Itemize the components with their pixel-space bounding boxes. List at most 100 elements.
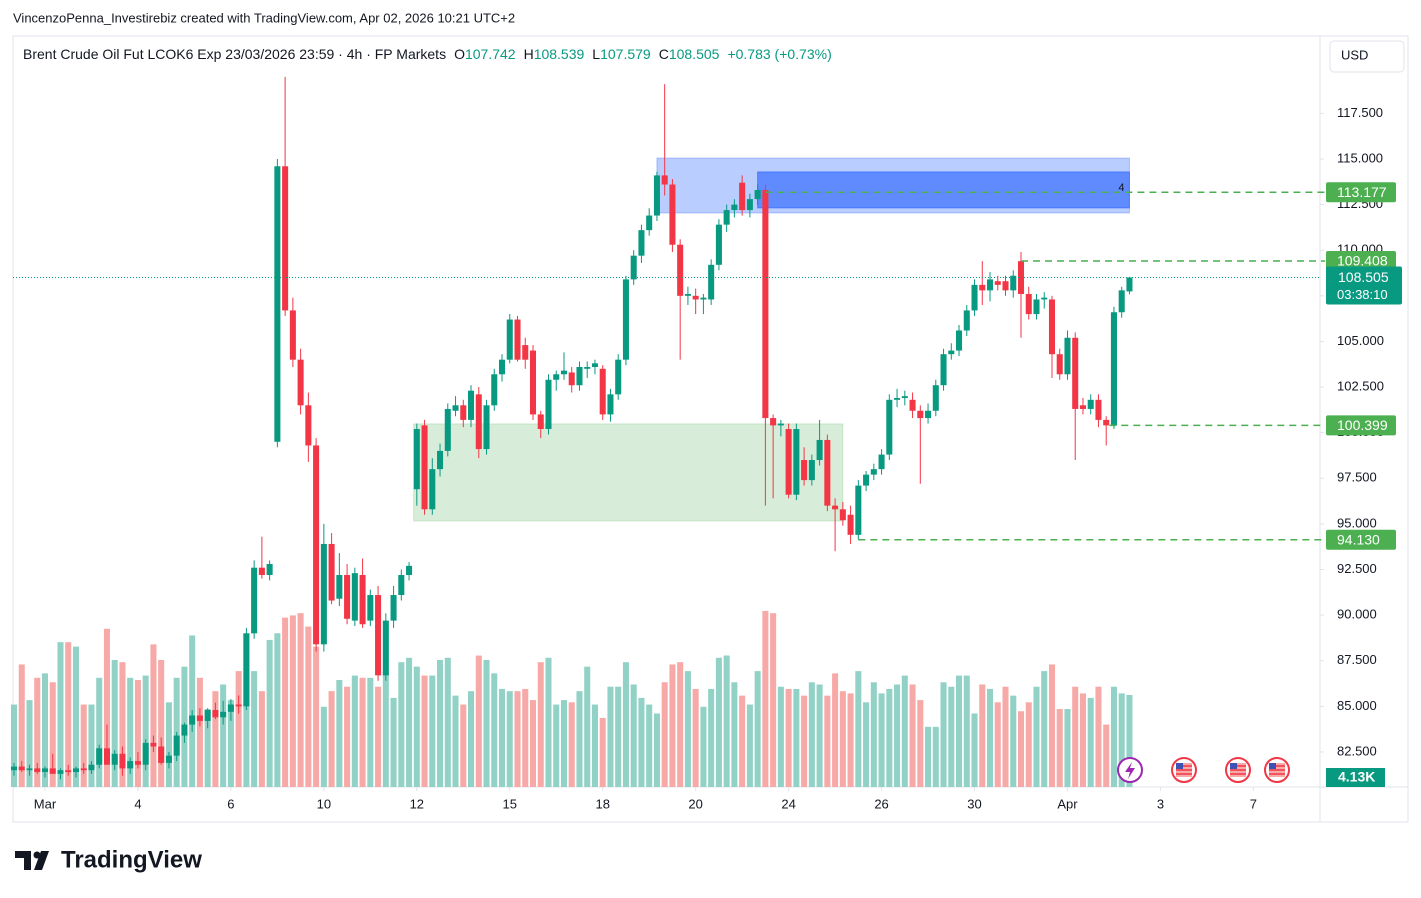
candle-body: [375, 595, 382, 676]
volume-bar: [1087, 697, 1094, 787]
volume-bar: [119, 662, 126, 787]
volume-bar: [584, 666, 591, 787]
volume-bar: [638, 697, 645, 787]
last-price-label: 108.505: [1338, 269, 1389, 285]
candle-body: [646, 215, 653, 231]
last-price-bg: [1326, 266, 1402, 305]
volume-bar: [808, 682, 815, 787]
candle-body: [1110, 312, 1117, 426]
candle-body: [313, 445, 320, 645]
candle-body: [770, 418, 777, 426]
candle-body: [297, 359, 304, 406]
legend-value: 107.579: [600, 46, 651, 62]
volume-bar: [491, 673, 498, 787]
volume-bar: [762, 610, 769, 787]
candle-body: [390, 595, 397, 621]
y-tick-label: 92.500: [1337, 561, 1377, 576]
candle-body: [34, 768, 41, 773]
level-label-bg: [1326, 251, 1396, 272]
volume-bar: [816, 684, 823, 787]
currency-button[interactable]: [1329, 40, 1405, 73]
candle-body: [398, 574, 405, 596]
volume-bar: [72, 646, 79, 787]
volume-bar: [1056, 709, 1063, 787]
volume-bar: [986, 688, 994, 787]
legend-key: C: [659, 46, 669, 62]
volume-bar: [793, 688, 800, 787]
volume-bar: [754, 671, 761, 787]
volume-bar: [715, 657, 722, 787]
level-label-bg: [1326, 182, 1396, 203]
volume-bar: [591, 704, 598, 787]
volume-bar: [684, 671, 691, 787]
legend: Brent Crude Oil Fut LCOK6 Exp 23/03/2026…: [23, 46, 832, 62]
volume-bar: [359, 677, 366, 787]
volume-bar: [26, 700, 33, 787]
volume-bar: [96, 677, 103, 787]
volume-bar: [1103, 724, 1110, 787]
volume-bar: [80, 704, 87, 787]
candle-body: [715, 224, 722, 265]
volume-bar: [375, 686, 382, 787]
legend-key: H: [524, 46, 534, 62]
volume-bar: [801, 695, 808, 787]
volume-bar: [34, 677, 41, 787]
volume-bar: [646, 704, 653, 787]
volume-bar: [661, 682, 668, 787]
volume-bar: [274, 633, 281, 787]
x-tick-label: 7: [1250, 796, 1257, 811]
candle-body: [684, 293, 691, 296]
x-tick-label: Apr: [1057, 796, 1078, 811]
volume-bar: [49, 682, 56, 787]
event-flag[interactable]: [1264, 757, 1290, 783]
candle-body: [793, 429, 800, 495]
volume-bar: [824, 695, 831, 787]
candle-body: [243, 633, 250, 707]
candle-body: [963, 310, 970, 331]
candle-body: [576, 366, 583, 386]
volume-bar: [870, 682, 877, 787]
countdown: 03:38:10: [1337, 287, 1388, 302]
volume-bar: [1064, 709, 1071, 787]
candle-body: [336, 574, 343, 599]
event-flag[interactable]: [1171, 757, 1197, 783]
candle-body: [235, 704, 242, 707]
volume-bar: [212, 691, 219, 787]
candle-body: [173, 735, 180, 756]
candle-body: [1048, 299, 1056, 355]
candle-body: [251, 567, 258, 634]
candle-body: [692, 295, 699, 300]
candle-body: [568, 372, 575, 386]
volume-bar: [336, 680, 343, 787]
candle-body: [80, 768, 87, 771]
candle-body: [599, 368, 606, 415]
volume-bar: [940, 682, 947, 787]
volume-bar: [444, 657, 451, 787]
candle-body: [452, 405, 459, 411]
candle-body: [553, 374, 560, 380]
volume-bar: [576, 691, 583, 787]
candle-body: [940, 354, 947, 386]
volume-bar: [220, 684, 227, 787]
event-flag[interactable]: [1225, 757, 1251, 783]
volume-bar: [251, 671, 258, 787]
volume-bar: [320, 706, 327, 787]
candle-body: [1126, 277, 1133, 292]
candle-body: [111, 753, 118, 765]
candle-body: [196, 715, 203, 721]
volume-bar: [1110, 686, 1117, 787]
volume-bar: [429, 675, 436, 787]
volume-bar: [599, 717, 606, 787]
volume-bar: [560, 700, 568, 787]
volume-bar: [351, 675, 358, 787]
candle-body: [932, 385, 939, 411]
candle-body: [406, 565, 413, 575]
candle-body: [96, 748, 103, 765]
candle-body: [824, 439, 831, 506]
currency[interactable]: USD: [1341, 47, 1368, 62]
candle-body: [901, 396, 908, 398]
candle-body: [127, 761, 134, 769]
volume-bar: [723, 655, 730, 787]
volume-bar: [498, 688, 506, 787]
